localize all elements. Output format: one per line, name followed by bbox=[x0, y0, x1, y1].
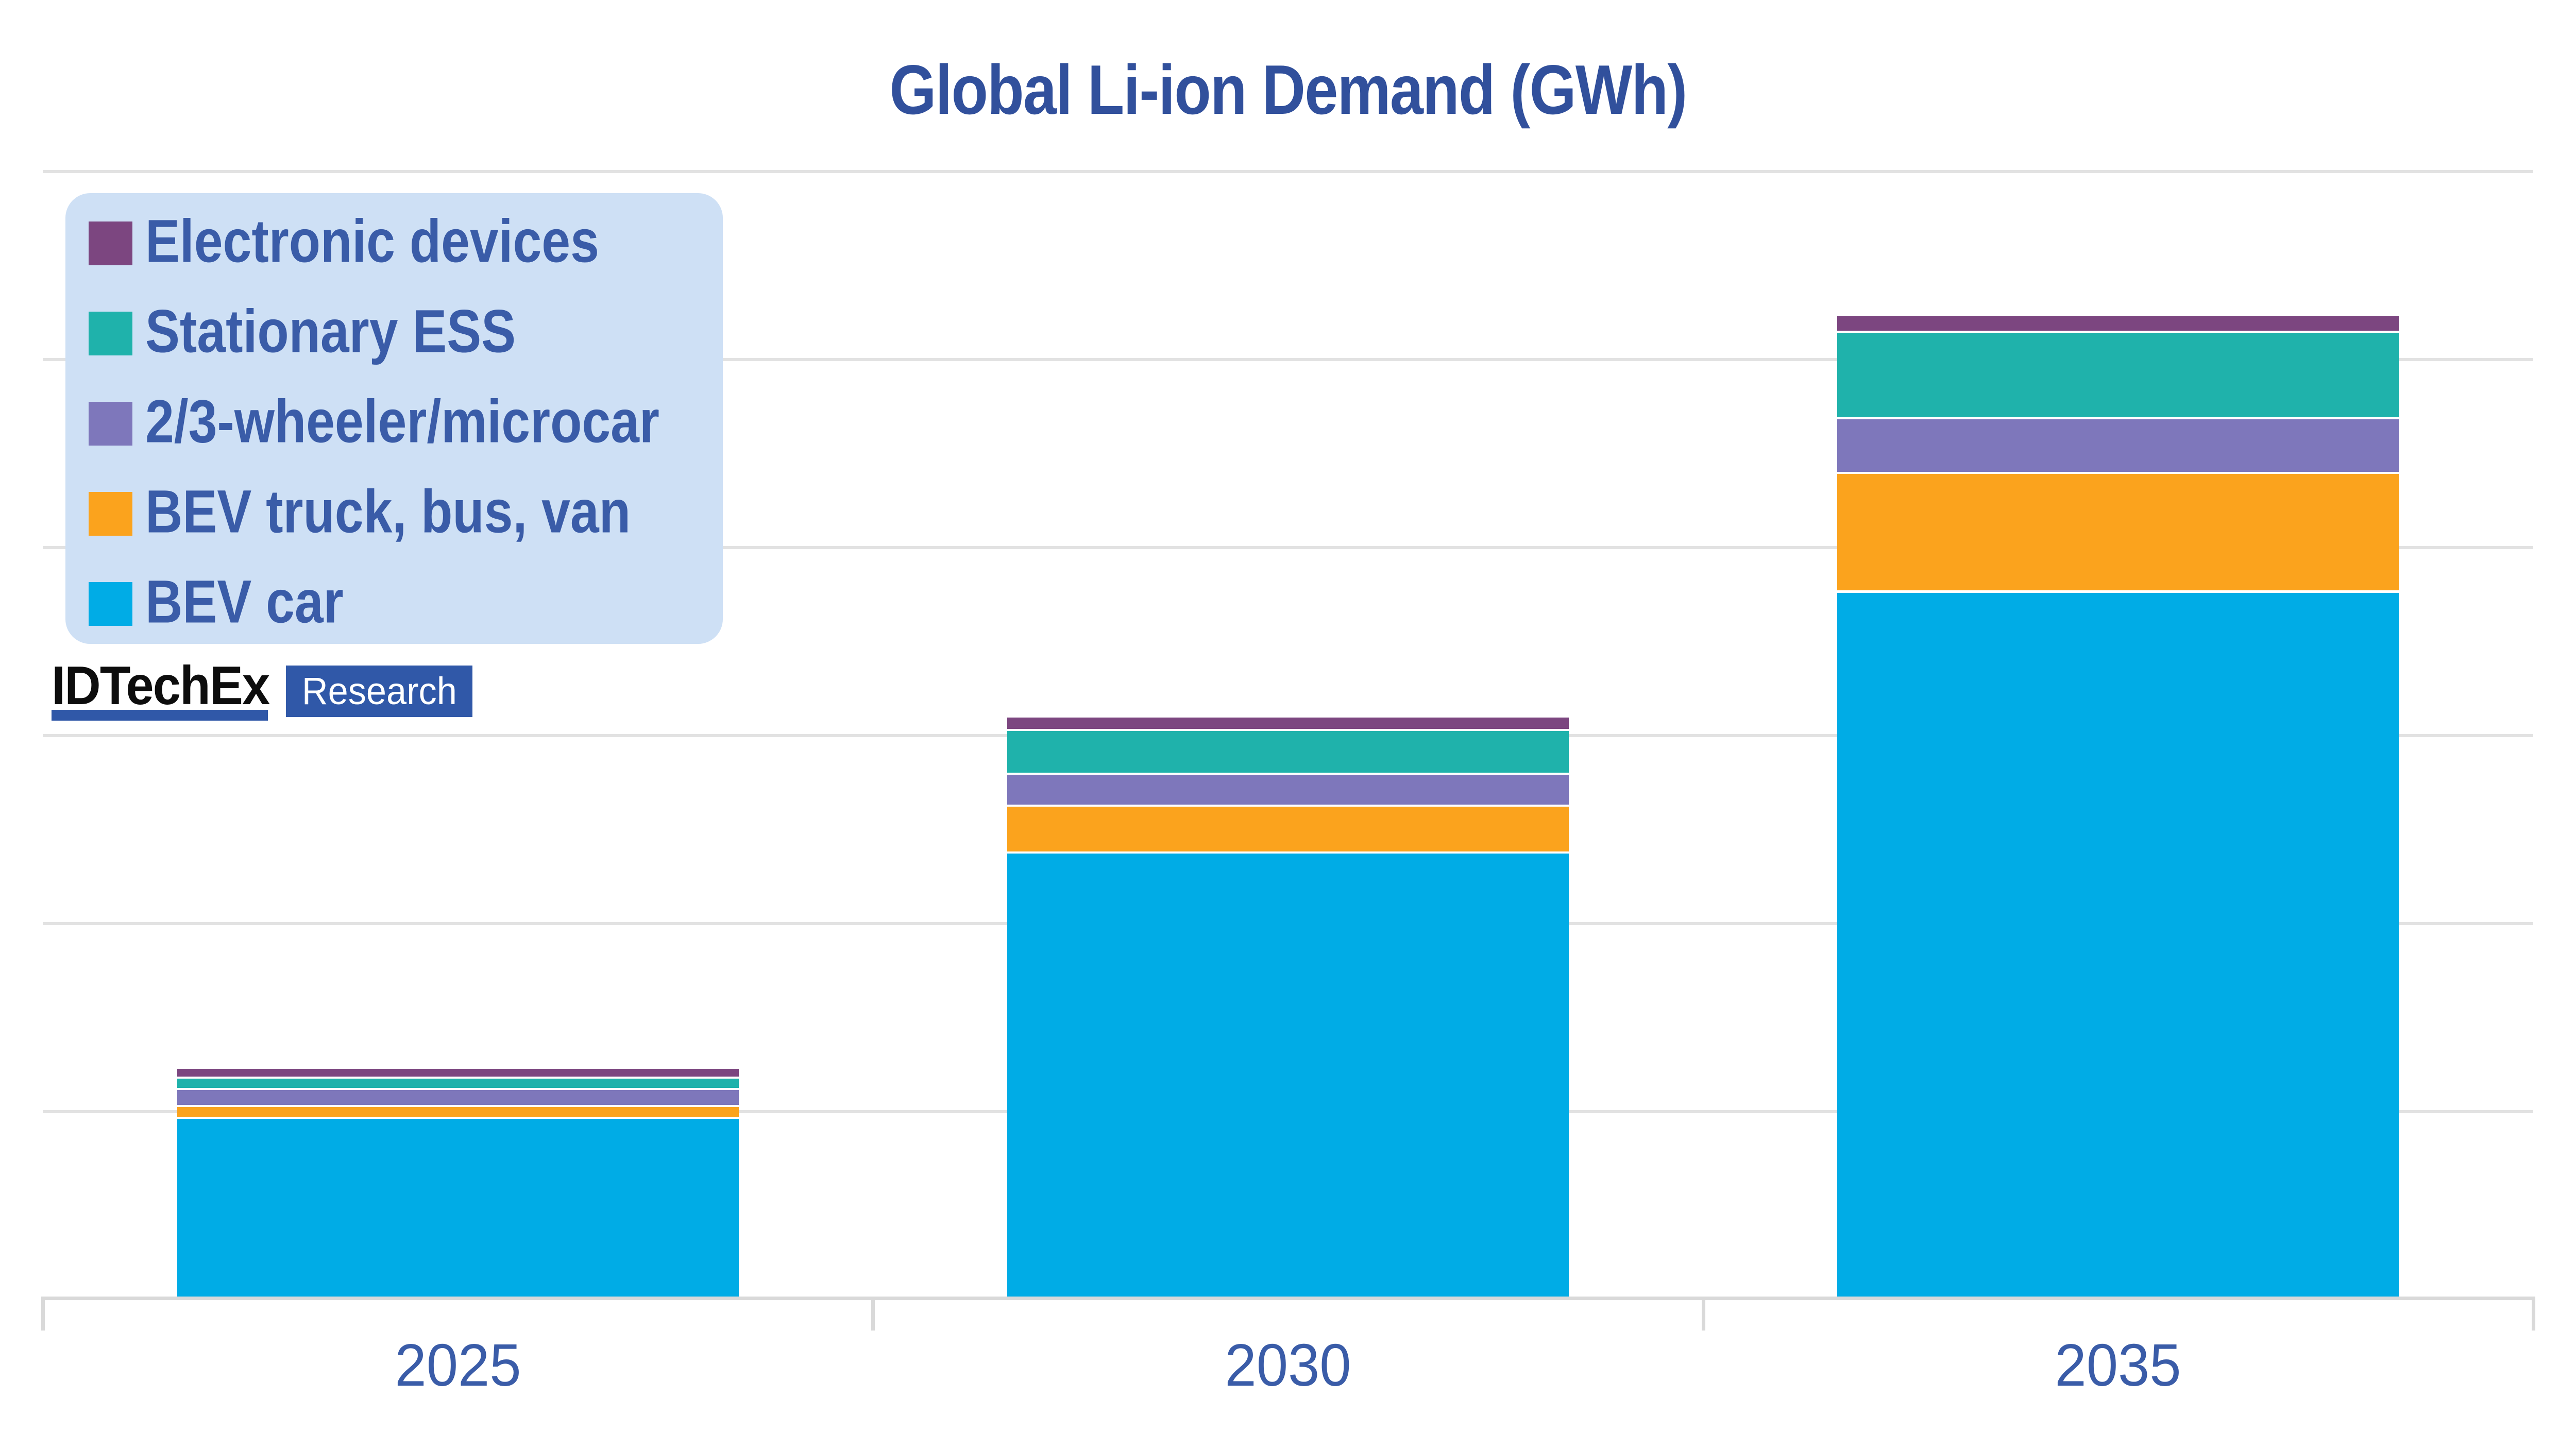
gridline bbox=[43, 170, 2533, 173]
legend-box bbox=[65, 193, 723, 644]
legend-label-bev-car: BEV car bbox=[145, 568, 344, 636]
bar-2035-segment-2-3-wheeler-microcar bbox=[1837, 419, 2399, 472]
bar-2030-segment-2-3-wheeler-microcar bbox=[1007, 774, 1569, 805]
legend-swatch-stationary-ess bbox=[89, 312, 132, 355]
research-badge-label: Research bbox=[301, 670, 457, 712]
x-axis-baseline bbox=[43, 1297, 2533, 1300]
legend-label-stationary-ess: Stationary ESS bbox=[145, 297, 516, 366]
x-axis-label-2035: 2035 bbox=[2055, 1332, 2181, 1399]
x-axis-tick bbox=[871, 1297, 875, 1331]
legend-label-2-3-wheeler-microcar: 2/3-wheeler/microcar bbox=[145, 387, 659, 456]
bar-2030-segment-bev-car bbox=[1007, 854, 1569, 1297]
idtechex-logo-wordmark: IDTechEx bbox=[52, 655, 270, 716]
bar-2030-segment-bev-truck-bus-van bbox=[1007, 806, 1569, 852]
chart-title: Global Li-ion Demand (GWh) bbox=[889, 50, 1687, 129]
bar-2025-segment-stationary-ess bbox=[177, 1078, 739, 1088]
bar-2035-segment-electronic-devices bbox=[1837, 316, 2399, 331]
legend-swatch-2-3-wheeler-microcar bbox=[89, 402, 132, 446]
bar-2035-segment-stationary-ess bbox=[1837, 333, 2399, 418]
legend-swatch-bev-car bbox=[89, 582, 132, 626]
bar-2035-segment-bev-truck-bus-van bbox=[1837, 474, 2399, 591]
legend-label-bev-truck-bus-van: BEV truck, bus, van bbox=[145, 478, 631, 546]
x-axis-tick bbox=[1701, 1297, 1705, 1331]
legend-swatch-bev-truck-bus-van bbox=[89, 492, 132, 536]
x-axis-label-2025: 2025 bbox=[395, 1332, 521, 1399]
gridline bbox=[43, 546, 2533, 549]
legend-item-bev-truck-bus-van: BEV truck, bus, van bbox=[89, 481, 700, 542]
legend-label-electronic-devices: Electronic devices bbox=[145, 207, 599, 276]
legend-item-stationary-ess: Stationary ESS bbox=[89, 301, 700, 362]
bar-2030-segment-electronic-devices bbox=[1007, 718, 1569, 729]
legend-item-electronic-devices: Electronic devices bbox=[89, 211, 700, 271]
x-axis-tick bbox=[41, 1297, 45, 1331]
bar-2025-segment-bev-car bbox=[177, 1118, 739, 1297]
bar-2035-segment-bev-car bbox=[1837, 592, 2399, 1297]
x-axis-tick bbox=[2532, 1297, 2535, 1331]
legend-swatch-electronic-devices bbox=[89, 221, 132, 265]
idtechex-logo-underline bbox=[52, 710, 268, 721]
legend-item-bev-car: BEV car bbox=[89, 571, 700, 632]
bar-2025-segment-2-3-wheeler-microcar bbox=[177, 1090, 739, 1105]
bar-2030-segment-stationary-ess bbox=[1007, 731, 1569, 773]
bar-2025-segment-electronic-devices bbox=[177, 1069, 739, 1077]
x-axis-label-2030: 2030 bbox=[1225, 1332, 1351, 1399]
idtechex-logo: IDTechEx Research bbox=[52, 655, 479, 722]
legend-item-2-3-wheeler-microcar: 2/3-wheeler/microcar bbox=[89, 391, 700, 452]
research-badge: Research bbox=[286, 666, 472, 717]
bar-2025-segment-bev-truck-bus-van bbox=[177, 1107, 739, 1117]
gridline bbox=[43, 358, 2533, 361]
